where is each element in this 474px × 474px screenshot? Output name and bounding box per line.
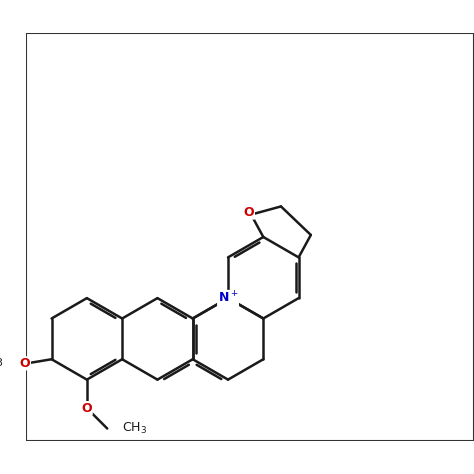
Text: O: O	[20, 357, 30, 370]
Text: 3: 3	[0, 358, 2, 368]
Text: CH$_3$: CH$_3$	[121, 421, 146, 436]
Text: O: O	[82, 401, 92, 415]
Text: N$^+$: N$^+$	[218, 291, 238, 306]
Text: O: O	[244, 206, 255, 219]
